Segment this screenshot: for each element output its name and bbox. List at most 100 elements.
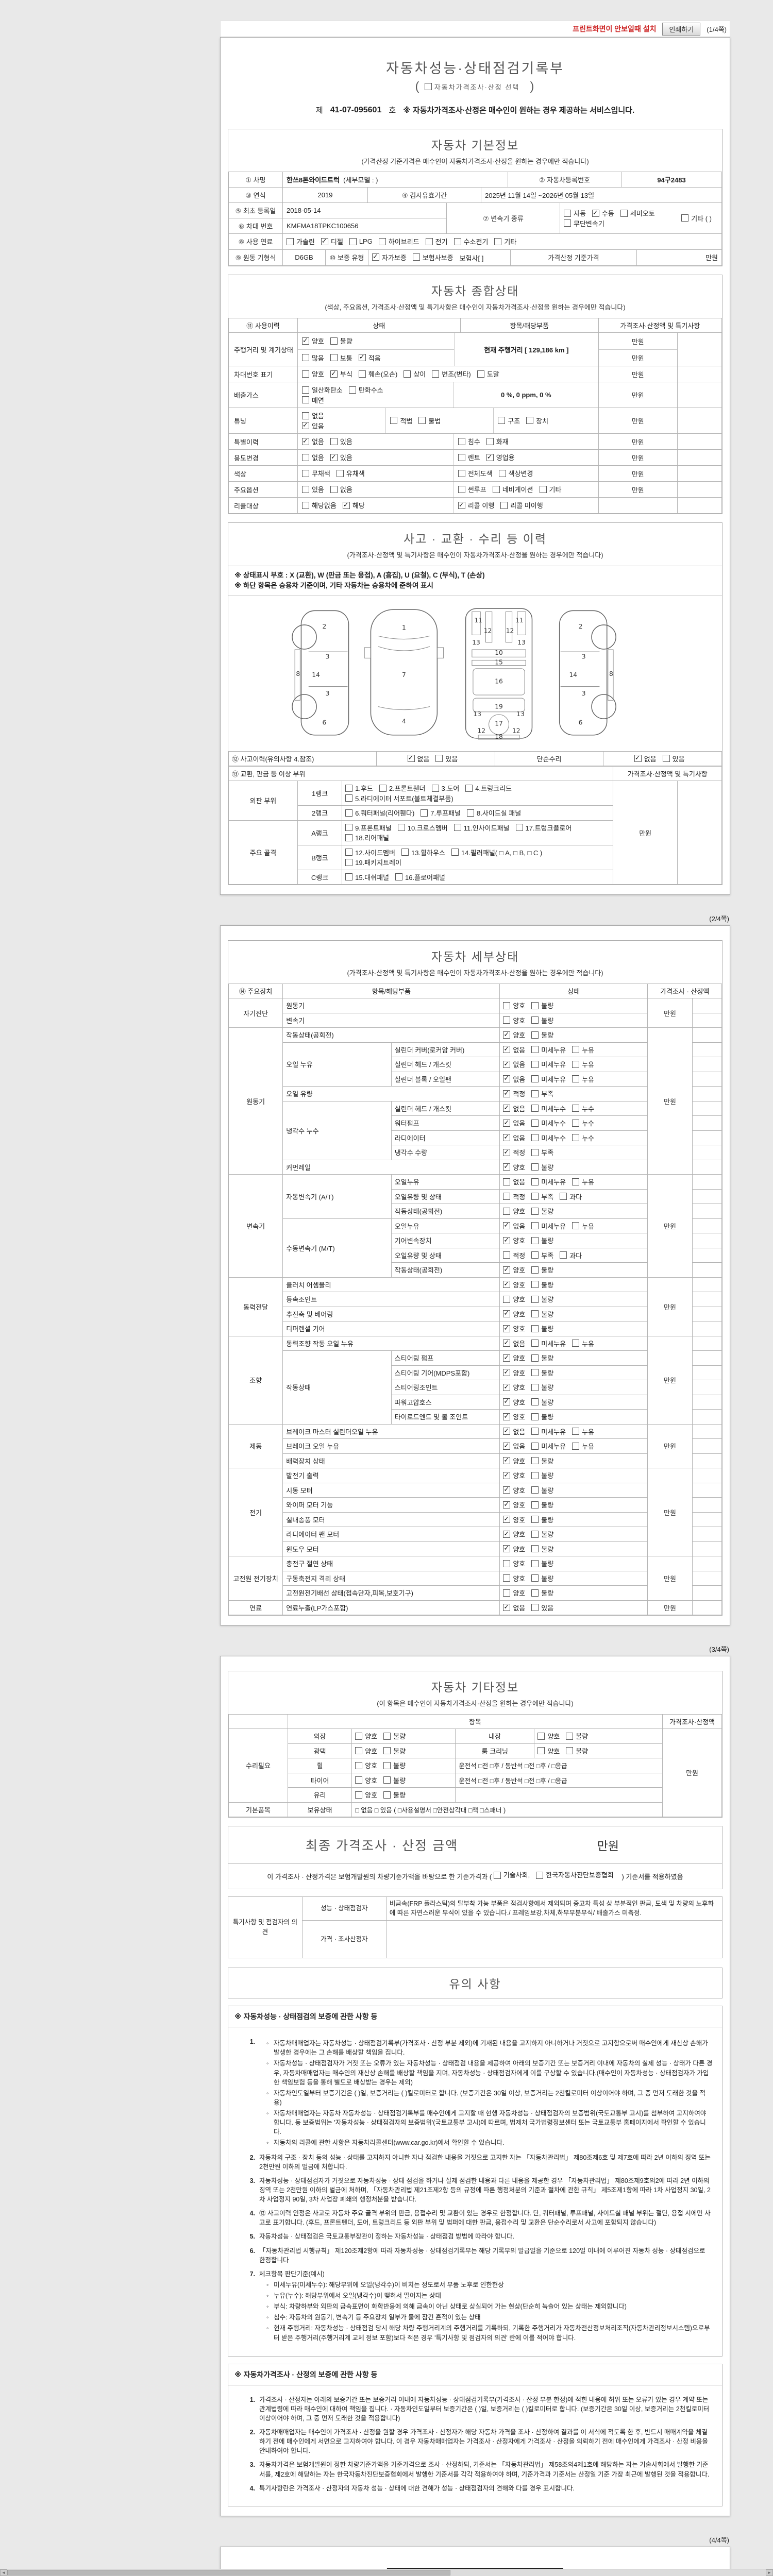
checkbox[interactable]	[503, 1193, 511, 1200]
checkbox[interactable]	[526, 417, 534, 425]
install-link[interactable]: 프린트화면이 안보일때 설치	[573, 25, 657, 33]
checkbox[interactable]	[531, 1046, 539, 1053]
checkbox[interactable]	[345, 794, 353, 802]
checkbox[interactable]	[345, 849, 353, 856]
scrollbar-thumb[interactable]	[7, 2570, 450, 2575]
checkbox[interactable]	[390, 417, 398, 425]
checkbox[interactable]	[498, 417, 506, 425]
checkbox[interactable]	[531, 1428, 539, 1435]
checkbox-checked[interactable]	[503, 1471, 511, 1479]
checkbox-checked[interactable]	[503, 1338, 511, 1347]
checkbox-checked[interactable]	[503, 1280, 511, 1288]
checkbox-checked[interactable]	[486, 453, 494, 461]
checkbox[interactable]	[531, 1002, 539, 1009]
checkbox[interactable]	[330, 485, 338, 493]
checkbox[interactable]	[355, 1776, 363, 1784]
checkbox[interactable]	[531, 1574, 539, 1582]
checkbox-checked[interactable]	[503, 1368, 511, 1376]
checkbox-checked[interactable]	[503, 1236, 511, 1244]
checkbox[interactable]	[336, 469, 344, 477]
checkbox[interactable]	[330, 337, 338, 345]
checkbox[interactable]	[345, 873, 353, 880]
checkbox[interactable]	[383, 1732, 391, 1740]
checkbox[interactable]	[572, 1046, 580, 1053]
checkbox[interactable]	[564, 209, 571, 217]
checkbox-checked[interactable]	[503, 1030, 511, 1039]
checkbox[interactable]	[349, 238, 357, 245]
checkbox[interactable]	[355, 1761, 363, 1769]
checkbox-checked[interactable]	[342, 501, 350, 509]
checkbox[interactable]	[572, 1060, 580, 1068]
checkbox[interactable]	[492, 485, 500, 493]
checkbox[interactable]	[531, 1369, 539, 1376]
checkbox[interactable]	[425, 238, 433, 245]
checkbox[interactable]	[531, 1163, 539, 1171]
checkbox[interactable]	[345, 809, 353, 817]
checkbox[interactable]	[301, 370, 309, 378]
checkbox[interactable]	[531, 1134, 539, 1141]
checkbox[interactable]	[620, 209, 628, 217]
checkbox-checked[interactable]	[503, 1353, 511, 1362]
checkbox-checked[interactable]	[372, 252, 379, 261]
checkbox[interactable]	[477, 370, 484, 378]
checkbox[interactable]	[531, 1383, 539, 1391]
checkbox[interactable]	[301, 469, 309, 477]
checkbox[interactable]	[383, 1791, 391, 1799]
checkbox[interactable]	[378, 238, 386, 245]
checkbox[interactable]	[345, 824, 353, 831]
checkbox[interactable]	[503, 1295, 511, 1303]
checkbox-checked[interactable]	[592, 209, 599, 217]
checkbox[interactable]	[531, 1119, 539, 1127]
checkbox-checked[interactable]	[407, 754, 415, 762]
checkbox[interactable]	[418, 417, 426, 425]
checkbox[interactable]	[345, 834, 353, 841]
checkbox-checked[interactable]	[634, 754, 642, 762]
checkbox[interactable]	[348, 386, 356, 394]
checkbox[interactable]	[572, 1428, 580, 1435]
checkbox[interactable]	[572, 1075, 580, 1082]
checkbox[interactable]	[301, 485, 309, 493]
checkbox-checked[interactable]	[301, 437, 309, 445]
checkbox[interactable]	[531, 1354, 539, 1362]
checkbox[interactable]	[432, 370, 440, 378]
checkbox[interactable]	[458, 453, 465, 461]
checkbox[interactable]	[503, 1016, 511, 1024]
checkbox[interactable]	[531, 1016, 539, 1024]
checkbox-checked[interactable]	[503, 1221, 511, 1229]
checkbox[interactable]	[421, 809, 428, 817]
checkbox-checked[interactable]	[301, 421, 309, 429]
checkbox[interactable]	[503, 1251, 511, 1259]
checkbox[interactable]	[465, 784, 473, 792]
checkbox[interactable]	[537, 1732, 545, 1740]
scroll-left-arrow[interactable]: ◄	[0, 2569, 7, 2576]
checkbox[interactable]	[531, 1193, 539, 1200]
checkbox[interactable]	[560, 1193, 567, 1200]
checkbox-checked[interactable]	[503, 1309, 511, 1317]
checkbox[interactable]	[531, 1516, 539, 1523]
checkbox[interactable]	[395, 873, 403, 880]
checkbox[interactable]	[493, 1871, 501, 1879]
checkbox[interactable]	[383, 1776, 391, 1784]
checkbox[interactable]	[355, 1747, 363, 1754]
checkbox[interactable]	[572, 1134, 580, 1141]
checkbox[interactable]	[355, 1791, 363, 1799]
checkbox[interactable]	[531, 1105, 539, 1112]
checkbox[interactable]	[531, 1442, 539, 1450]
checkbox[interactable]	[435, 755, 443, 762]
checkbox[interactable]	[531, 1207, 539, 1215]
checkbox[interactable]	[531, 1530, 539, 1538]
checkbox[interactable]	[531, 1545, 539, 1552]
checkbox[interactable]	[536, 1871, 544, 1879]
checkbox[interactable]	[453, 824, 461, 831]
checkbox[interactable]	[531, 1178, 539, 1185]
checkbox-checked[interactable]	[503, 1265, 511, 1274]
checkbox[interactable]	[572, 1442, 580, 1450]
checkbox[interactable]	[401, 849, 409, 856]
checkbox[interactable]	[412, 253, 420, 261]
checkbox-checked[interactable]	[458, 501, 465, 509]
checkbox[interactable]	[397, 824, 405, 831]
checkbox[interactable]	[531, 1340, 539, 1347]
checkbox[interactable]	[572, 1119, 580, 1127]
checkbox-checked[interactable]	[301, 336, 309, 345]
checkbox[interactable]	[453, 238, 461, 245]
